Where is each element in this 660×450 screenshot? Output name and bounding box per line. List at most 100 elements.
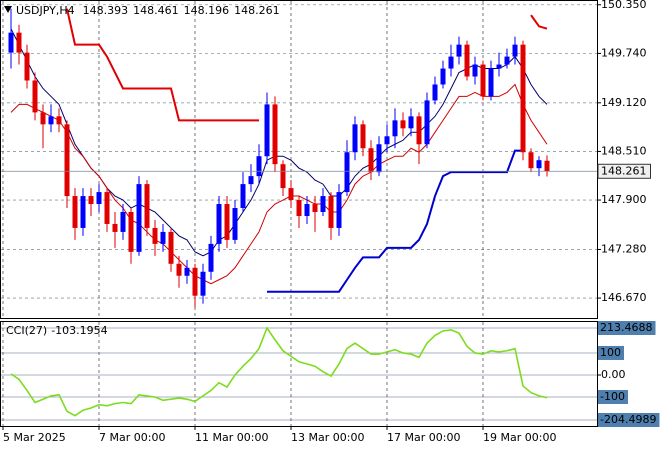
candle-body bbox=[280, 164, 286, 189]
x-tick-label: 7 Mar 00:00 bbox=[99, 431, 165, 444]
high-value: 148.461 bbox=[133, 4, 179, 17]
candle-body bbox=[120, 212, 126, 232]
candle-body bbox=[232, 208, 238, 240]
candle-body bbox=[368, 148, 374, 173]
candle-body bbox=[464, 44, 470, 77]
candle-body bbox=[344, 152, 350, 193]
candle-body bbox=[360, 124, 366, 149]
candle-body bbox=[496, 64, 502, 69]
candle-body bbox=[312, 204, 318, 212]
candle-body bbox=[424, 100, 430, 145]
candle-body bbox=[544, 160, 550, 172]
candle-body bbox=[192, 267, 198, 296]
candle-body bbox=[216, 204, 222, 244]
y-tick-box bbox=[598, 389, 628, 404]
candle-body bbox=[208, 243, 214, 272]
close-value: 148.261 bbox=[234, 4, 280, 17]
candle-body bbox=[32, 80, 38, 113]
candle-body bbox=[288, 188, 294, 201]
x-tick-label: 5 Mar 2025 bbox=[3, 431, 66, 444]
candle-body bbox=[432, 84, 438, 101]
candle-body bbox=[328, 196, 334, 228]
y-tick-label: -100 bbox=[600, 390, 625, 403]
candle-body bbox=[8, 32, 14, 53]
candle-body bbox=[320, 196, 326, 212]
candle-body bbox=[80, 196, 86, 228]
candle-body bbox=[264, 104, 270, 157]
candle-body bbox=[488, 68, 494, 97]
candle-body bbox=[88, 196, 94, 205]
cci-title: CCI(27) bbox=[6, 324, 47, 337]
candle-body bbox=[168, 231, 174, 264]
candle-body bbox=[480, 64, 486, 97]
candle-body bbox=[40, 112, 46, 125]
candle-body bbox=[128, 212, 134, 252]
candle-body bbox=[384, 136, 390, 145]
y-tick-label: 149.740 bbox=[601, 46, 647, 59]
candle-body bbox=[400, 120, 406, 129]
candle-body bbox=[336, 192, 342, 228]
candle-body bbox=[352, 124, 358, 153]
y-tick-label: 150.350 bbox=[601, 0, 647, 11]
y-tick-label: 0.00 bbox=[601, 368, 626, 381]
candle-body bbox=[56, 116, 62, 125]
indicator-line bbox=[267, 149, 523, 293]
header: USDJPY,H4 148.393 148.461 148.196 148.261 bbox=[16, 4, 280, 17]
y-tick-label: 100 bbox=[600, 346, 621, 359]
candle-body bbox=[256, 156, 262, 177]
candle-body bbox=[408, 116, 414, 129]
low-value: 148.196 bbox=[184, 4, 230, 17]
candle-body bbox=[528, 152, 534, 169]
x-tick-label: 17 Mar 00:00 bbox=[387, 431, 460, 444]
y-tick-box bbox=[598, 413, 660, 427]
menu-triangle[interactable] bbox=[4, 6, 12, 13]
x-tick-label: 13 Mar 00:00 bbox=[291, 431, 364, 444]
candle-body bbox=[24, 52, 30, 81]
candle-body bbox=[96, 192, 102, 205]
candle-body bbox=[512, 44, 518, 57]
indicator-line bbox=[10, 83, 548, 285]
y-tick-label: 149.120 bbox=[601, 96, 647, 109]
y-tick-label: 147.280 bbox=[601, 242, 647, 255]
candle-body bbox=[456, 44, 462, 57]
main-panel bbox=[0, 0, 598, 319]
y-tick-label: 147.900 bbox=[601, 193, 647, 206]
y-tick-label: 148.510 bbox=[601, 144, 647, 157]
candle-body bbox=[176, 263, 182, 276]
candle-body bbox=[520, 44, 526, 153]
x-tick-label: 11 Mar 00:00 bbox=[195, 431, 268, 444]
price-box bbox=[597, 163, 651, 179]
candle-body bbox=[200, 271, 206, 296]
price-label: 148.261 bbox=[601, 164, 647, 177]
y-tick-label: -204.4989 bbox=[600, 413, 656, 426]
candle-body bbox=[16, 32, 22, 53]
candle-body bbox=[304, 204, 310, 216]
candle-body bbox=[112, 223, 118, 232]
candle-body bbox=[504, 56, 510, 65]
candle-body bbox=[160, 231, 166, 244]
cci-header: CCI(27) -103.1954 bbox=[6, 324, 108, 337]
candle-body bbox=[184, 267, 190, 276]
symbol: USDJPY,H4 bbox=[16, 4, 75, 17]
y-tick-label: 213.4688 bbox=[600, 321, 653, 334]
candle-body bbox=[72, 196, 78, 228]
candle-body bbox=[376, 144, 382, 173]
candle-body bbox=[64, 124, 70, 197]
candle-body bbox=[440, 68, 446, 85]
candle-body bbox=[224, 204, 230, 240]
y-tick-label: 146.670 bbox=[601, 291, 647, 304]
open-value: 148.393 bbox=[83, 4, 129, 17]
candle-body bbox=[448, 56, 454, 69]
candle-body bbox=[272, 104, 278, 165]
indicator-line bbox=[66, 8, 548, 122]
candle-body bbox=[392, 120, 398, 137]
candle-body bbox=[416, 116, 422, 145]
candle-body bbox=[144, 184, 150, 228]
y-tick-box bbox=[598, 345, 624, 360]
y-tick-box bbox=[598, 321, 656, 335]
cci-line bbox=[10, 326, 548, 417]
candle-body bbox=[536, 160, 542, 169]
